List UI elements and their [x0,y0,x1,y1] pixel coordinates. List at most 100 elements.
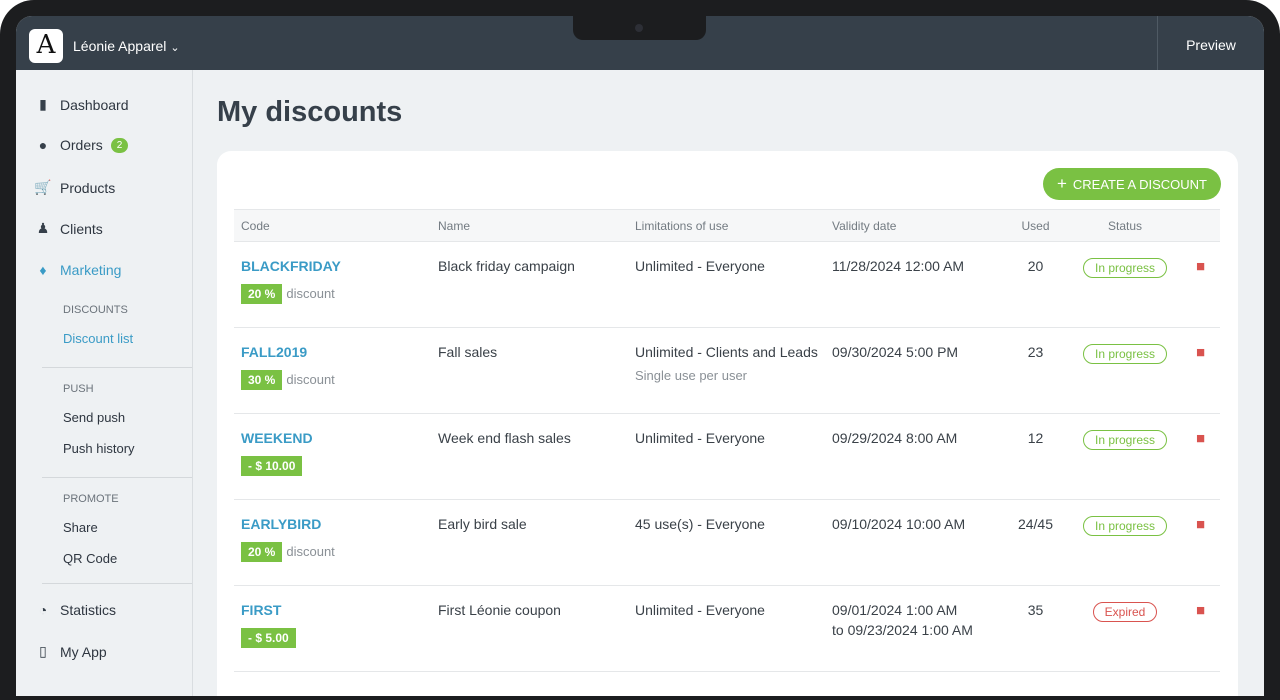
limitation: Unlimited - Everyone [635,602,765,618]
column-header: Status [1069,209,1174,242]
cart-icon: 🛒 [34,179,52,195]
discounts-table: Code Name Limitations of use Validity date U… [234,209,1220,672]
validity-cell: 11/28/2024 12:00 AM [825,241,995,328]
divider [42,477,192,478]
amount-pill: - $ 10.00 [241,456,303,476]
create-discount-button[interactable]: + CREATE A DISCOUNT [1042,168,1221,200]
validity-date: 09/10/2024 10:00 AM [832,516,966,532]
limitations-cell: Unlimited - Everyone [628,241,825,328]
name-cell: Early bird sale [431,499,628,586]
table-row[interactable]: FALL2019 30 % discount Fall sales Unlimite… [234,327,1220,414]
used-cell: 23 [995,327,1069,414]
validity-date: 11/28/2024 12:00 AM [832,258,965,274]
discount-code-link[interactable]: WEEKEND [241,430,313,446]
trash-icon[interactable]: ■ [1195,602,1206,619]
table-row[interactable]: FIRST - $ 5.00 First Léonie coupon Unlimi… [234,585,1220,672]
sidebar-item-products[interactable]: 🛒 Products [34,179,115,196]
section-promote: PROMOTE [63,493,119,505]
limitations-cell: Unlimited - Clients and Leads Single use … [628,327,825,414]
amount-suffix: discount [286,372,335,387]
orders-badge: 2 [110,137,129,153]
sidebar-item-marketing[interactable]: ♦ Marketing [34,262,121,278]
actions-cell: ■ [1174,241,1220,328]
validity-cell: 09/10/2024 10:00 AM [825,499,995,586]
name-cell: Week end flash sales [431,413,628,500]
column-header: Validity date [825,209,995,242]
section-discounts: DISCOUNTS [63,304,128,316]
sidebar-push-history[interactable]: Push history [63,441,135,456]
sidebar-send-push[interactable]: Send push [63,410,126,425]
trash-icon[interactable]: ■ [1195,258,1206,275]
discount-amount: 30 % discount [241,370,431,390]
sidebar-item-clients[interactable]: ♟ Clients [34,220,103,237]
validity-date: 09/29/2024 8:00 AM [832,430,958,446]
store-switcher[interactable]: Léonie Apparel ⌄ [73,38,180,54]
status-cell: In progress [1069,327,1174,414]
camera-notch [573,16,706,40]
sidebar-qr-code[interactable]: QR Code [63,551,118,566]
discount-code-link[interactable]: EARLYBIRD [241,516,322,532]
name-cell: Black friday campaign [431,241,628,328]
column-header: Name [431,209,628,242]
pie-chart-icon: ◔ [38,602,48,618]
trash-icon[interactable]: ■ [1195,344,1206,361]
column-header-actions [1174,209,1220,242]
discount-amount: - $ 10.00 [241,456,431,476]
code-cell: WEEKEND - $ 10.00 [234,413,431,500]
brand-logo[interactable]: A [29,29,63,63]
status-badge: In progress [1082,516,1168,536]
used-cell: 35 [995,585,1069,672]
code-cell: EARLYBIRD 20 % discount [234,499,431,586]
discount-amount: 20 % discount [241,542,431,562]
code-cell: FALL2019 30 % discount [234,327,431,414]
trash-icon[interactable]: ■ [1195,516,1206,533]
limitation: Unlimited - Clients and Leads [635,344,818,360]
table-row[interactable]: EARLYBIRD 20 % discount Early bird sale 45… [234,499,1220,586]
top-bar: A Léonie Apparel ⌄ Preview [16,16,1264,70]
bar-chart-icon: ▮ [39,96,47,112]
used-cell: 24/45 [995,499,1069,586]
amount-pill: - $ 5.00 [241,628,296,648]
sidebar-share[interactable]: Share [63,520,98,535]
preview-button[interactable]: Preview [1157,16,1264,70]
discount-code-link[interactable]: BLACKFRIDAY [241,258,341,274]
people-icon: ♟ [36,220,50,236]
used-cell: 12 [995,413,1069,500]
limitations-cell: 45 use(s) - Everyone [628,499,825,586]
table-row[interactable]: WEEKEND - $ 10.00 Week end flash sales Un… [234,413,1220,500]
sidebar-item-my-app[interactable]: ▯ My App [34,643,107,660]
amount-suffix: discount [286,544,335,559]
store-name: Léonie Apparel [73,38,167,54]
sidebar-item-statistics[interactable]: ◔ Statistics [34,602,116,618]
validity-cell: 09/30/2024 5:00 PM [825,327,995,414]
sidebar-item-orders[interactable]: ● Orders 2 [34,137,129,153]
amount-pill: 20 % [241,284,283,304]
label: Clients [60,220,103,237]
validity-cell: 09/01/2024 1:00 AM to 09/23/2024 1:00 AM [825,585,995,672]
status-cell: In progress [1069,241,1174,328]
actions-cell: ■ [1174,327,1220,414]
amount-suffix: discount [286,286,335,301]
discount-amount: - $ 5.00 [241,628,431,648]
name-cell: First Léonie coupon [431,585,628,672]
status-badge: In progress [1082,430,1168,450]
sidebar-item-dashboard[interactable]: ▮ Dashboard [34,96,128,113]
validity-date: 09/30/2024 5:00 PM [832,344,959,360]
divider [42,367,192,368]
validity-end: to 09/23/2024 1:00 AM [832,622,973,638]
discount-code-link[interactable]: FALL2019 [241,344,308,360]
discount-code-link[interactable]: FIRST [241,602,282,618]
label: Statistics [60,602,117,618]
label: Marketing [60,262,122,278]
label: My App [60,643,107,660]
sidebar-discount-list[interactable]: Discount list [63,331,134,346]
chevron-down-icon: ⌄ [170,42,180,54]
trash-icon[interactable]: ■ [1195,430,1206,447]
status-badge: In progress [1082,344,1168,364]
table-row[interactable]: BLACKFRIDAY 20 % discount Black friday cam… [234,241,1220,328]
page-title: My discounts [217,96,403,128]
status-badge: In progress [1082,258,1168,278]
validity-date: 09/01/2024 1:00 AM [832,602,958,618]
sidebar: ▮ Dashboard ● Orders 2 🛒 Products ♟ Clients ♦… [16,70,193,696]
status-badge: Expired [1092,602,1158,622]
